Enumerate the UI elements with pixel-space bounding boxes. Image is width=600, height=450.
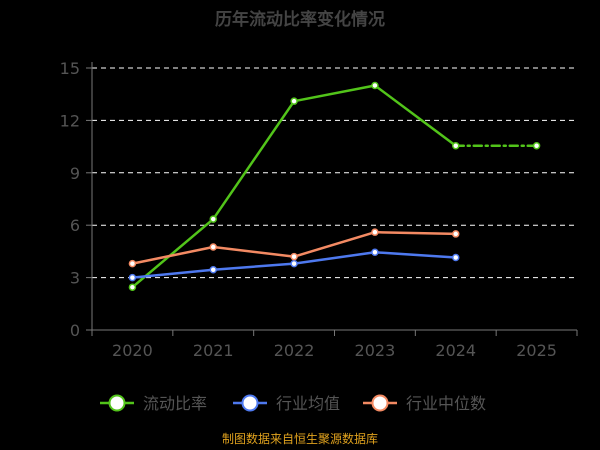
series-segment	[131, 245, 215, 265]
series-segment	[292, 230, 377, 258]
legend-item-1[interactable]: 行业均值	[233, 394, 340, 413]
series-0	[128, 81, 541, 291]
series-segment	[373, 84, 457, 147]
data-point	[209, 215, 217, 223]
series-segment	[131, 268, 215, 279]
data-point	[371, 81, 379, 90]
y-tick-label: 12	[60, 111, 80, 130]
data-point	[209, 243, 217, 251]
series-segment	[292, 84, 377, 103]
data-point	[371, 228, 379, 236]
axes	[91, 62, 577, 331]
data-point	[128, 259, 137, 268]
x-tick-label: 2024	[435, 341, 476, 360]
y-tick-label: 3	[70, 269, 80, 288]
legend-label: 行业中位数	[406, 394, 486, 413]
x-tick-label: 2020	[112, 341, 153, 360]
legend-marker	[108, 394, 126, 412]
legend-label: 流动比率	[143, 394, 207, 413]
series-2	[128, 228, 460, 268]
y-tick-label: 15	[60, 59, 80, 78]
series-segment	[373, 230, 457, 236]
y-axis-ticks: 0 3 6 9 12 15	[60, 59, 92, 340]
grid-lines	[92, 67, 577, 279]
series-segment	[212, 262, 296, 271]
data-point	[452, 230, 460, 238]
data-point	[209, 265, 217, 274]
x-tick-label: 2022	[274, 341, 315, 360]
series-segment	[292, 251, 377, 265]
x-tick-label: 2021	[193, 341, 234, 360]
source-note: 制图数据来自恒生聚源数据库	[222, 431, 378, 446]
data-point	[128, 273, 137, 282]
series-1	[128, 248, 460, 282]
data-point	[532, 141, 541, 150]
series-segment	[212, 245, 296, 258]
data-point	[128, 283, 137, 291]
data-point	[452, 141, 460, 150]
data-point	[452, 253, 460, 262]
data-point	[371, 248, 379, 257]
legend[interactable]: 流动比率 行业均值 行业中位数	[100, 394, 486, 413]
series-segment	[212, 99, 296, 221]
data-point	[290, 97, 298, 105]
chart-title: 历年流动比率变化情况	[215, 9, 385, 30]
legend-marker	[241, 394, 259, 412]
legend-item-0[interactable]: 流动比率	[100, 394, 207, 413]
legend-marker	[371, 394, 389, 412]
x-axis-ticks: 2020 2021 2022 2023 2024 2025	[91, 330, 578, 360]
data-point	[290, 252, 298, 261]
series-segment	[373, 251, 457, 259]
y-tick-label: 6	[70, 216, 80, 235]
series-group	[128, 81, 541, 291]
y-tick-label: 9	[70, 164, 80, 183]
x-tick-label: 2025	[516, 341, 557, 360]
legend-label: 行业均值	[276, 394, 340, 413]
legend-item-2[interactable]: 行业中位数	[363, 394, 486, 413]
y-tick-label: 0	[70, 321, 80, 340]
data-point	[290, 259, 298, 268]
x-tick-label: 2023	[355, 341, 396, 360]
